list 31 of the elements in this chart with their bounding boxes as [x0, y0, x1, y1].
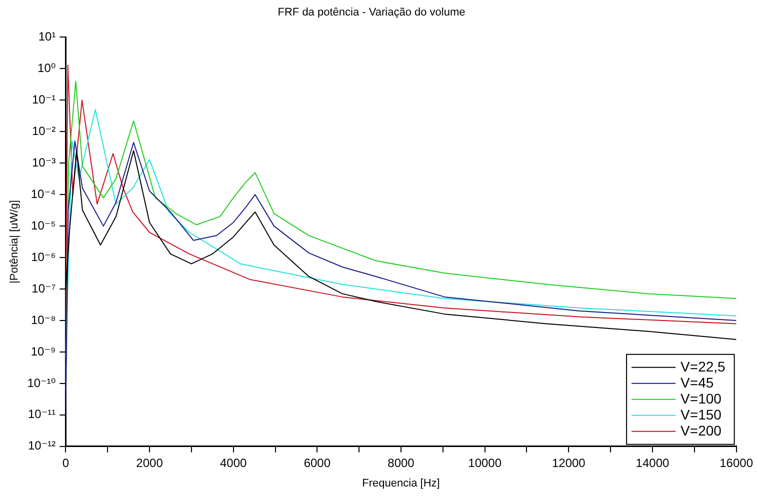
legend-label: V=22,5	[680, 358, 726, 374]
x-tick-label: 2000	[136, 456, 164, 470]
x-tick-label: 12000	[552, 456, 586, 470]
y-tick-label: 10⁻⁴	[30, 186, 56, 201]
y-tick-label: 10⁻⁷	[32, 281, 56, 296]
x-tick-label: 6000	[304, 456, 331, 470]
x-tick-label: 14000	[636, 456, 670, 470]
x-tick-label: 0	[62, 456, 70, 470]
x-tick-label: 4000	[220, 456, 248, 470]
x-tick-label: 8000	[388, 456, 415, 470]
y-tick-label: 10⁻²	[32, 124, 56, 138]
y-tick-label: 10⁻¹⁰	[27, 376, 56, 390]
y-tick-label: 10⁻⁶	[31, 250, 56, 264]
y-tick-label: 10⁻³	[32, 155, 56, 170]
x-tick-label: 16000	[720, 456, 754, 470]
chart-title: FRF da potência - Variação do volume	[278, 6, 466, 19]
y-tick-label: 10⁻⁹	[30, 344, 56, 358]
x-axis-title: Frequencia [Hz]	[362, 477, 440, 490]
y-tick-label: 10¹	[38, 30, 56, 44]
legend-label: V=200	[680, 422, 722, 438]
y-tick-label: 10⁻¹¹	[28, 407, 56, 422]
x-tick-label: 10000	[468, 456, 502, 470]
y-tick-label: 10⁻¹²	[28, 438, 56, 453]
y-tick-label: 10⁻⁵	[31, 218, 56, 232]
y-tick-label: 10⁻⁸	[30, 312, 56, 327]
legend-label: V=45	[680, 374, 714, 390]
y-axis-title: |Potência| [uW/g]	[8, 200, 21, 284]
legend-label: V=100	[680, 390, 722, 406]
y-tick-label: 10⁰	[38, 60, 56, 75]
legend-label: V=150	[680, 406, 722, 422]
y-tick-label: 10⁻¹	[32, 92, 56, 106]
